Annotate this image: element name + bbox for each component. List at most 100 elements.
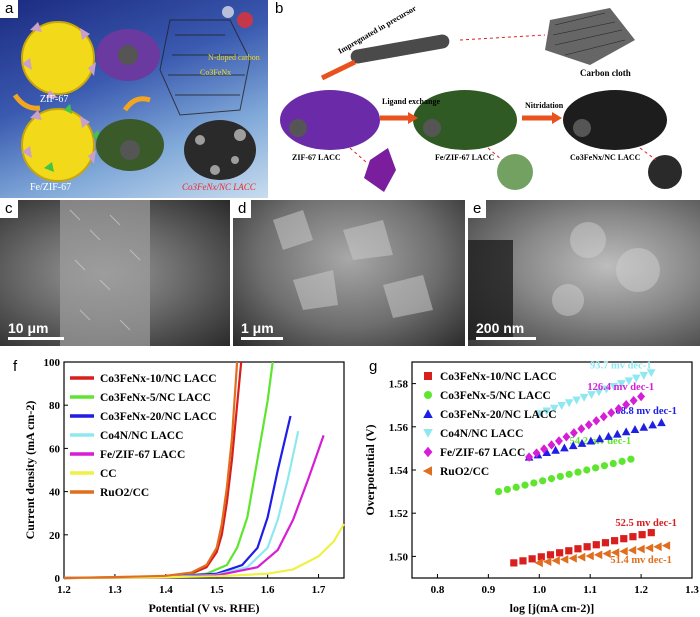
data-point-ruo2-cc (610, 548, 620, 557)
data-point-ruo2-cc (577, 552, 586, 562)
data-point-co4n-nc-lacc (609, 382, 619, 391)
data-point-co3fenx-5-nc-lacc (627, 455, 635, 463)
data-point-co3fenx-5-nc-lacc (556, 472, 564, 481)
data-point-co3fenx-5-nc-lacc (539, 477, 547, 485)
tafel-slope-fe-zif-67-lacc: 126.4 mv dec-1 (587, 382, 654, 393)
data-point-co3fenx-20-nc-lacc (621, 427, 631, 436)
tafel-chart: 0.8 0.9 1.0 1.1 1.2 1.3 1.50 1.52 1.54 1.56 1.58 lo… (363, 360, 699, 615)
carbon-cloth-text: Carbon cloth (580, 68, 631, 78)
data-point-co4n-nc-lacc (602, 385, 611, 394)
panel-label-b: b (270, 0, 289, 18)
legend-marker-co3fenx-20-nc-lacc (423, 409, 433, 418)
data-point-co3fenx-10-nc-lacc (638, 531, 646, 539)
data-point-co3fenx-20-nc-lacc (568, 441, 578, 450)
data-point-fe-zif-67-lacc (614, 403, 623, 414)
data-point-ruo2-cc (585, 551, 594, 561)
data-point-fe-zif-67-lacc (584, 420, 593, 430)
g-y-tick-label: 1.56 (389, 422, 409, 434)
legend-label-co3fenx-10-nc-lacc: Co3FeNx-10/NC LACC (440, 371, 557, 383)
legend-label-ruo2-cc: RuO2/CC (440, 466, 489, 478)
sem-image-e (468, 222, 660, 340)
legend-label-co4n-nc-lacc: Co4N/NC LACC (440, 428, 523, 440)
data-point-co3fenx-5-nc-lacc (521, 481, 529, 489)
data-point-co3fenx-5-nc-lacc (503, 485, 511, 494)
data-point-ruo2-cc (593, 550, 603, 560)
data-point-co3fenx-10-nc-lacc (556, 549, 564, 557)
data-point-co4n-nc-lacc (587, 391, 596, 400)
data-point-ruo2-cc (568, 553, 577, 563)
series-line-cc (63, 523, 345, 580)
data-point-co3fenx-5-nc-lacc (592, 464, 600, 472)
data-point-fe-zif-67-lacc (540, 444, 548, 454)
f-y-tick-label: 40 (49, 487, 61, 499)
g-x-axis-label: log [j(mA cm-2)] (510, 601, 595, 615)
tafel-slope-co3fenx-20-nc-lacc: 68.8 mv dec-1 (615, 406, 677, 417)
f-y-axis-label: Current density (mA cm-2) (23, 401, 37, 540)
sem-image-d (273, 210, 433, 318)
lsv-chart: 1.2 1.3 1.4 1.5 1.6 1.7 0 20 40 60 80 100 Potential … (23, 357, 345, 615)
data-point-co4n-nc-lacc (534, 410, 544, 419)
panel-label-c: c (0, 200, 18, 218)
f-x-tick-label: 1.7 (312, 584, 326, 596)
co3fenx-text: Co3FeNx (200, 68, 231, 77)
legend-label-co4n-nc-lacc: Co4N/NC LACC (100, 430, 183, 442)
data-point-ruo2-cc (543, 557, 552, 567)
f-x-axis-label: Potential (V vs. RHE) (148, 601, 259, 615)
panel-a: ZIF-67 Fe/ZIF-67 Co3FeNx/NC LACC N-doped… (0, 0, 268, 198)
data-point-co3fenx-10-nc-lacc (629, 533, 637, 541)
data-point-fe-zif-67-lacc (554, 436, 563, 446)
panel-c-sem: c 10 μm (0, 200, 230, 346)
legend-label-co3fenx-20-nc-lacc: Co3FeNx-20/NC LACC (440, 409, 557, 421)
scale-line-e (476, 337, 536, 340)
g-y-tick-label: 1.52 (389, 508, 409, 520)
data-point-co3fenx-5-nc-lacc (565, 470, 573, 478)
data-point-ruo2-cc (653, 542, 662, 552)
data-point-ruo2-cc (619, 547, 628, 556)
legend-label-co3fenx-5-nc-lacc: Co3FeNx-5/NC LACC (440, 390, 551, 402)
data-point-co3fenx-20-nc-lacc (604, 431, 613, 440)
data-point-co3fenx-20-nc-lacc (577, 438, 587, 447)
data-point-co3fenx-20-nc-lacc (657, 418, 666, 427)
panel-e-sem: e 200 nm (468, 200, 700, 346)
data-point-fe-zif-67-lacc (577, 424, 586, 434)
panel-a-illustration: ZIF-67 Fe/ZIF-67 Co3FeNx/NC LACC N-doped… (12, 6, 260, 193)
g-y-tick-label: 1.50 (389, 551, 409, 563)
f-x-tick-label: 1.3 (108, 584, 122, 596)
data-point-co4n-nc-lacc (617, 380, 626, 389)
scale-bar-d: 1 μm (241, 320, 283, 340)
legend-marker-ruo2-cc (422, 466, 432, 476)
legend-label-cc: CC (100, 468, 117, 480)
scale-text-e: 200 nm (476, 320, 525, 336)
panel-d-sem: d 1 μm (233, 200, 465, 346)
data-point-co4n-nc-lacc (624, 377, 634, 386)
f-y-tick-label: 100 (44, 357, 61, 369)
scale-text-d: 1 μm (241, 320, 274, 336)
data-point-ruo2-cc (551, 556, 560, 565)
data-point-co3fenx-20-nc-lacc (542, 448, 552, 457)
data-point-co3fenx-20-nc-lacc (630, 425, 640, 433)
f-y-tick-label: 0 (55, 573, 61, 585)
co3fenx-lacc-text: Co3FeNx/NC LACC (570, 153, 641, 162)
data-point-co3fenx-5-nc-lacc (574, 468, 582, 476)
data-point-co3fenx-20-nc-lacc (648, 420, 657, 429)
data-point-fe-zif-67-lacc (637, 391, 646, 402)
data-point-co4n-nc-lacc (542, 407, 552, 416)
zif67-lacc-text: ZIF-67 LACC (292, 153, 341, 162)
data-point-co3fenx-10-nc-lacc (510, 559, 518, 567)
data-point-co3fenx-20-nc-lacc (586, 436, 596, 445)
g-x-tick-label: 1.3 (685, 584, 699, 596)
legend-label-co3fenx-10-nc-lacc: Co3FeNx-10/NC LACC (100, 373, 217, 385)
panel-b: Carbon cloth Impregnated in precursor Li… (270, 0, 700, 198)
fezif67-text: Fe/ZIF-67 (30, 182, 71, 193)
legend-label-fe-zif-67-lacc: Fe/ZIF-67 LACC (440, 447, 525, 459)
data-point-co3fenx-10-nc-lacc (647, 529, 655, 537)
data-point-co3fenx-5-nc-lacc (512, 483, 520, 491)
g-y-tick-label: 1.54 (389, 465, 409, 477)
data-point-co3fenx-20-nc-lacc (551, 445, 560, 454)
nitridation-text: Nitridation (525, 101, 564, 110)
g-x-tick-label: 1.1 (583, 584, 597, 596)
f-x-tick-label: 1.4 (159, 584, 173, 596)
panel-label-g: g (364, 358, 383, 376)
data-point-co4n-nc-lacc (557, 402, 566, 410)
tafel-slope-co4n-nc-lacc: 93.7 mv dec-1 (590, 360, 652, 371)
